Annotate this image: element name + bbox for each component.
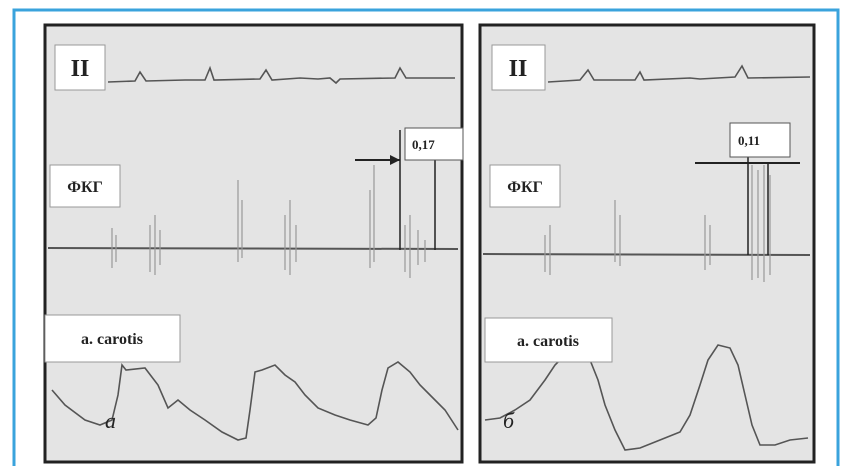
pcg-baseline (483, 254, 810, 255)
interval-label: 0,11 (738, 133, 760, 148)
panel-b: II ФКГ a. carotis 0,11 б (480, 25, 814, 462)
panel-letter: а (105, 408, 116, 433)
carotid-label: a. carotis (81, 331, 143, 348)
pcg-label: ФКГ (67, 179, 103, 196)
panel-letter: б (503, 408, 515, 433)
pcg-label: ФКГ (507, 179, 543, 196)
carotid-label: a. carotis (517, 333, 579, 350)
figure: II ФКГ a. carotis 0,17 а II ФКГ a. carot… (0, 0, 847, 472)
panel-a: II ФКГ a. carotis 0,17 а (45, 25, 463, 462)
pcg-baseline (48, 248, 458, 249)
lead-label: II (71, 56, 90, 82)
interval-label: 0,17 (412, 137, 435, 152)
lead-label: II (509, 56, 528, 82)
